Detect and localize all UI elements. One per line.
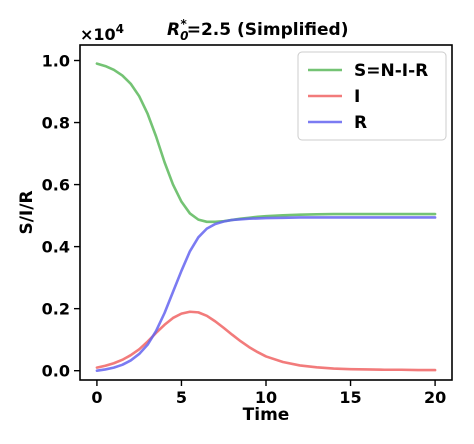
title-suffix: =2.5 (Simplified) — [187, 20, 349, 40]
series-line-2 — [95, 216, 437, 372]
x-axis-label: Time — [243, 405, 290, 425]
svg-text:R0*=2.5 (Simplified): R0*=2.5 (Simplified) — [167, 17, 348, 43]
title-superscript: * — [180, 17, 187, 31]
series-line-1 — [95, 310, 437, 372]
legend-label-2: R — [354, 113, 367, 133]
title-prefix: R — [167, 20, 180, 40]
y-tick-label: 0.8 — [42, 114, 70, 133]
legend-label-0: S=N-I-R — [354, 61, 428, 81]
x-tick-label: 5 — [176, 388, 187, 407]
y-offset-label: ×104 — [80, 22, 124, 44]
x-tick-label: 10 — [255, 388, 277, 407]
plot-area: 0 5 10 15 20 0.0 0.2 0.4 0.6 0.8 1.0 — [42, 44, 453, 407]
x-tick-label: 15 — [339, 388, 361, 407]
chart-title: R0*=2.5 (Simplified) — [167, 17, 348, 43]
y-axis-label: S/I/R — [17, 190, 37, 234]
title-subscript: 0 — [180, 29, 188, 43]
legend-box — [297, 51, 447, 141]
legend-label-1: I — [354, 87, 360, 107]
x-tick-label: 20 — [424, 388, 446, 407]
y-tick-label: 0.2 — [42, 300, 70, 319]
x-tick-label: 0 — [91, 388, 102, 407]
y-tick-label: 0.0 — [42, 362, 70, 381]
y-tick-label: 1.0 — [42, 52, 70, 71]
legend: S=N-I-R IR — [297, 51, 447, 141]
y-tick-label: 0.6 — [42, 176, 70, 195]
y-tick-label: 0.4 — [42, 238, 70, 257]
